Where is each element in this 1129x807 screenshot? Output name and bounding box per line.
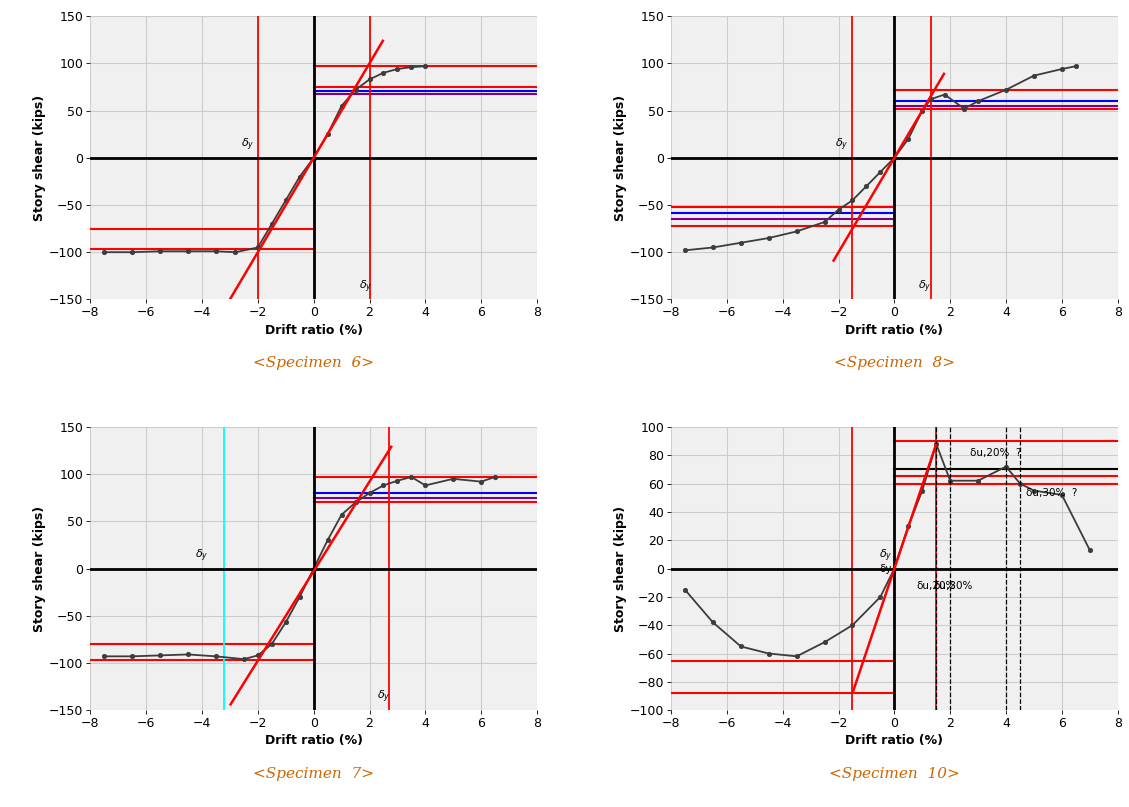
Text: <Specimen  6>: <Specimen 6> xyxy=(253,356,374,370)
Text: δu,20%: δu,20% xyxy=(917,581,956,592)
Text: $\delta_y$: $\delta_y$ xyxy=(918,278,931,295)
X-axis label: Drift ratio (%): Drift ratio (%) xyxy=(264,734,362,747)
Text: <Specimen  10>: <Specimen 10> xyxy=(829,767,960,781)
Text: <Specimen  8>: <Specimen 8> xyxy=(834,356,955,370)
Y-axis label: Story shear (kips): Story shear (kips) xyxy=(33,505,46,632)
Text: δy: δy xyxy=(879,564,892,575)
Text: δu,20%  ?: δu,20% ? xyxy=(970,448,1021,458)
Text: δu,30%: δu,30% xyxy=(934,581,973,592)
Text: $\delta_y$: $\delta_y$ xyxy=(879,548,893,564)
Text: $\delta_y$: $\delta_y$ xyxy=(195,547,209,564)
Y-axis label: Story shear (kips): Story shear (kips) xyxy=(614,505,627,632)
Text: $\delta_y$: $\delta_y$ xyxy=(242,136,255,153)
Text: $\delta_y$: $\delta_y$ xyxy=(834,136,848,153)
Y-axis label: Story shear (kips): Story shear (kips) xyxy=(614,94,627,221)
X-axis label: Drift ratio (%): Drift ratio (%) xyxy=(846,734,944,747)
Y-axis label: Story shear (kips): Story shear (kips) xyxy=(33,94,46,221)
X-axis label: Drift ratio (%): Drift ratio (%) xyxy=(264,324,362,337)
Text: δu,30%  ?: δu,30% ? xyxy=(1025,487,1077,498)
Text: $\delta_y$: $\delta_y$ xyxy=(377,689,391,705)
Text: <Specimen  7>: <Specimen 7> xyxy=(253,767,374,781)
Text: $\delta_y$: $\delta_y$ xyxy=(359,278,373,295)
X-axis label: Drift ratio (%): Drift ratio (%) xyxy=(846,324,944,337)
